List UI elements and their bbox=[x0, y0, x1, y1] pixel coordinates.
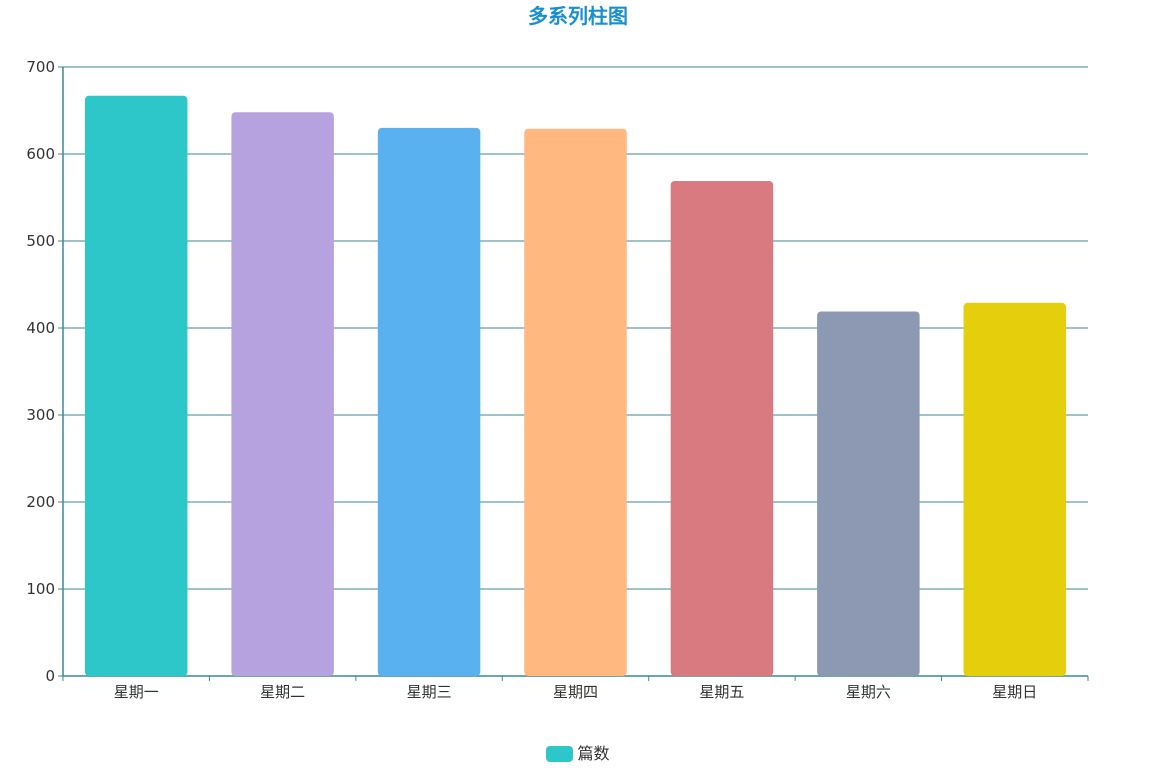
x-tick-label: 星期日 bbox=[992, 683, 1037, 701]
bar-5 bbox=[670, 180, 774, 676]
legend-swatch[interactable] bbox=[546, 746, 574, 762]
bar-6 bbox=[817, 311, 920, 676]
y-tick-label: 100 bbox=[26, 580, 55, 598]
y-tick-label: 700 bbox=[26, 58, 55, 76]
x-tick-label: 星期三 bbox=[407, 683, 452, 701]
bar-chart: 0 100 200 300 400 500 600 700 星期一 星期二 星期三 星期四 星期五 星期六… bbox=[26, 58, 1089, 701]
bar-3 bbox=[377, 127, 481, 676]
bar-7 bbox=[963, 302, 1067, 676]
y-tick-label: 200 bbox=[26, 493, 55, 511]
y-tick-label: 0 bbox=[45, 667, 55, 685]
bar-2 bbox=[231, 112, 334, 677]
y-tick-label: 500 bbox=[26, 232, 55, 250]
legend[interactable]: 篇数 bbox=[0, 742, 1156, 766]
bar-1 bbox=[84, 95, 188, 676]
chart-title: 多系列柱图 bbox=[528, 4, 628, 28]
x-tick-label: 星期五 bbox=[699, 683, 744, 701]
bar-4 bbox=[524, 128, 627, 676]
x-tick-label: 星期二 bbox=[260, 683, 305, 701]
y-tick-label: 400 bbox=[26, 319, 55, 337]
legend-label-series[interactable]: 篇数 bbox=[577, 744, 610, 763]
y-tick-label: 600 bbox=[26, 145, 55, 163]
x-tick-label: 星期四 bbox=[553, 683, 598, 701]
x-tick-label: 星期六 bbox=[846, 683, 891, 701]
x-tick-label: 星期一 bbox=[114, 683, 159, 701]
y-tick-label: 300 bbox=[26, 406, 55, 424]
